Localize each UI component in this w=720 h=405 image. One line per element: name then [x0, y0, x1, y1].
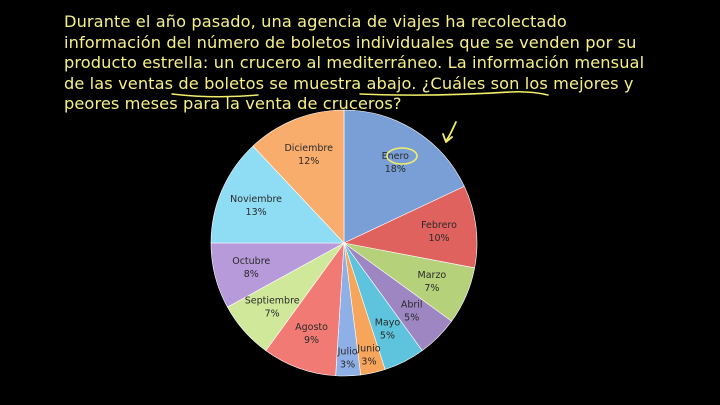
pie-slice-noviembre — [210, 145, 345, 244]
slice-label-marzo: Marzo — [418, 270, 447, 281]
slice-value-mayo: 5% — [380, 330, 395, 341]
slice-value-enero: 18% — [385, 164, 406, 175]
slice-value-marzo: 7% — [424, 283, 439, 294]
slice-label-diciembre: Diciembre — [284, 143, 333, 154]
slice-value-noviembre: 13% — [246, 207, 267, 218]
slice-label-septiembre: Septiembre — [245, 295, 300, 306]
question-text: Durante el año pasado, una agencia de vi… — [64, 12, 664, 115]
pie-slice-febrero — [343, 185, 478, 269]
slice-label-junio: Junio — [356, 344, 380, 355]
slice-value-octubre: 8% — [244, 269, 259, 280]
slice-label-julio: Julio — [337, 346, 358, 357]
slice-label-enero: Enero — [382, 151, 410, 162]
underline-peores-meses — [359, 91, 549, 96]
question-line-2: número de boletos individuales que se ve… — [64, 32, 637, 73]
slice-label-agosto: Agosto — [295, 322, 328, 333]
slice-value-junio: 3% — [361, 357, 376, 368]
question-line-4: muestra abajo. ¿Cuáles son los mejores y… — [64, 73, 634, 114]
slice-label-noviembre: Noviembre — [230, 194, 282, 205]
pie-slice-enero — [343, 109, 465, 244]
annotations — [171, 91, 549, 165]
arrow-head — [442, 133, 453, 143]
question-line-5: cruceros? — [322, 94, 402, 113]
pie-labels: Enero18%Febrero10%Marzo7%Abril5%Mayo5%Ju… — [230, 143, 457, 370]
slice-value-septiembre: 7% — [265, 308, 280, 319]
arrow-annotation — [445, 121, 457, 142]
slice-label-mayo: Mayo — [375, 317, 401, 328]
slice-value-febrero: 10% — [428, 233, 449, 244]
underline-cuales-son — [171, 93, 259, 98]
question-line-1: Durante el año pasado, una agencia de vi… — [64, 12, 567, 52]
slice-value-agosto: 9% — [304, 335, 319, 346]
slice-value-julio: 3% — [340, 359, 355, 370]
slice-label-octubre: Octubre — [232, 256, 270, 267]
slice-label-abril: Abril — [401, 300, 423, 311]
slice-label-febrero: Febrero — [421, 220, 457, 231]
slice-value-diciembre: 12% — [298, 156, 319, 167]
question-line-3: crucero al mediterráneo. La información … — [64, 53, 645, 93]
slice-value-abril: 5% — [404, 313, 419, 324]
pie-slices — [210, 109, 478, 377]
enero-highlight-circle — [386, 147, 418, 165]
pie-slice-diciembre — [252, 109, 345, 244]
